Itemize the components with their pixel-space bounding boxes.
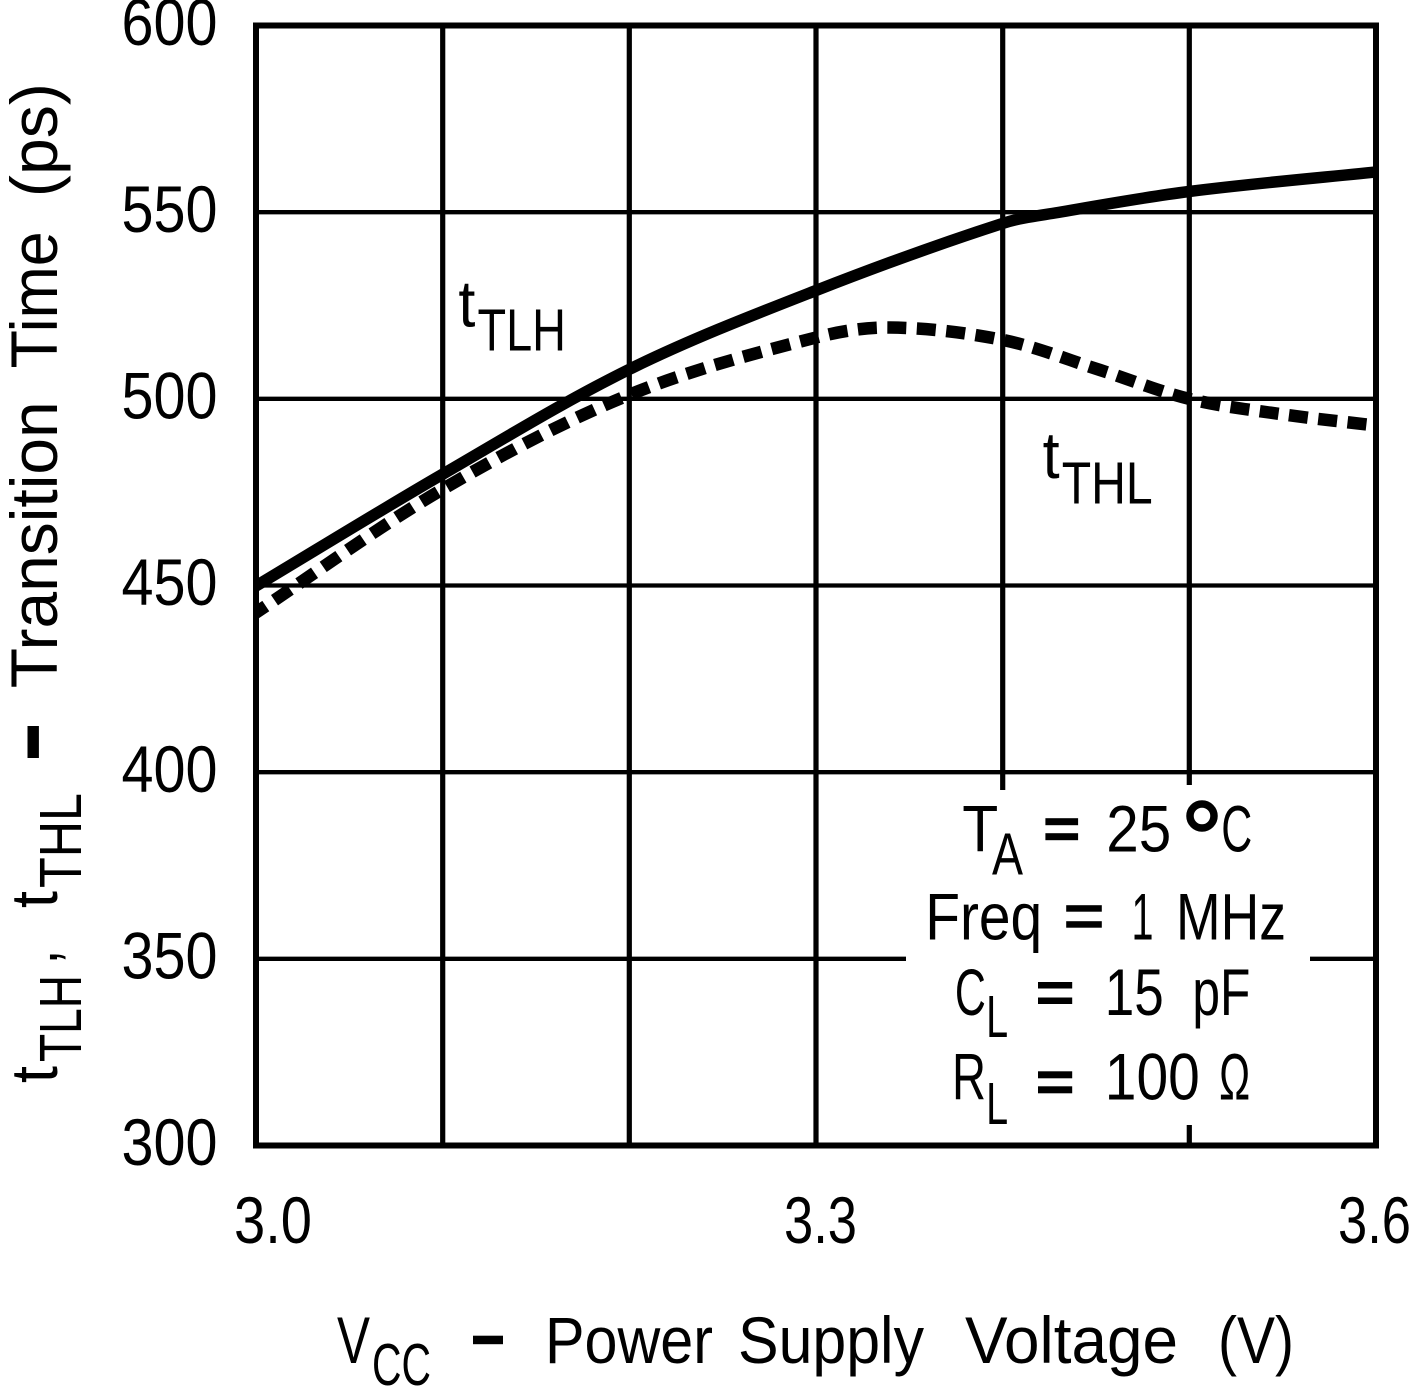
svg-text:Supply: Supply: [738, 1303, 924, 1377]
svg-text:(ps): (ps): [0, 83, 71, 197]
svg-text:R: R: [952, 1040, 986, 1114]
svg-text:t: t: [458, 266, 475, 340]
svg-text:Time: Time: [0, 231, 71, 368]
svg-text:Power: Power: [545, 1303, 713, 1377]
svg-text:t: t: [1043, 418, 1060, 492]
svg-text:A: A: [992, 821, 1023, 888]
svg-text:3.6: 3.6: [1338, 1183, 1411, 1257]
svg-text:25: 25: [1106, 792, 1171, 866]
svg-text:300: 300: [122, 1105, 218, 1179]
svg-text:THL: THL: [27, 793, 94, 888]
svg-text:1: 1: [1132, 879, 1154, 953]
svg-text:450: 450: [122, 545, 218, 619]
svg-text:15: 15: [1105, 955, 1164, 1029]
svg-text:t: t: [0, 1066, 71, 1083]
svg-text:3.3: 3.3: [784, 1183, 857, 1257]
svg-text:500: 500: [122, 358, 218, 432]
svg-text:(V): (V): [1218, 1303, 1294, 1377]
svg-text:L: L: [986, 983, 1008, 1050]
svg-text:C: C: [1221, 792, 1252, 866]
svg-text:350: 350: [122, 918, 218, 992]
svg-text:t: t: [0, 891, 71, 908]
svg-text:CC: CC: [372, 1331, 431, 1389]
svg-text:pF: pF: [1192, 955, 1250, 1029]
svg-text:,: ,: [0, 950, 71, 964]
svg-text:V: V: [337, 1303, 370, 1377]
svg-text:Transition: Transition: [0, 401, 71, 688]
svg-text:THL: THL: [1062, 449, 1153, 516]
svg-text:L: L: [986, 1070, 1008, 1137]
svg-text:MHz: MHz: [1176, 879, 1286, 953]
svg-text:C: C: [955, 955, 986, 1029]
svg-text:TLH: TLH: [478, 297, 567, 364]
svg-text:Voltage: Voltage: [965, 1303, 1178, 1377]
svg-text:Ω: Ω: [1219, 1040, 1250, 1114]
svg-text:600: 600: [122, 0, 218, 59]
svg-text:400: 400: [122, 732, 218, 806]
svg-text:TLH: TLH: [27, 975, 94, 1062]
svg-text:Freq: Freq: [925, 879, 1042, 953]
svg-text:T: T: [962, 792, 998, 866]
svg-text:3.0: 3.0: [234, 1183, 312, 1257]
svg-text:550: 550: [122, 172, 218, 246]
svg-text:100: 100: [1105, 1040, 1200, 1114]
